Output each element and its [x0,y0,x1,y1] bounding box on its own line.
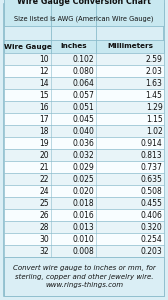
Text: 0.080: 0.080 [73,67,94,76]
Bar [4,149,164,161]
Text: 10: 10 [40,55,49,64]
Bar [4,40,164,53]
Text: 1.02: 1.02 [146,127,162,136]
Text: 26: 26 [40,211,49,220]
Bar [4,137,164,149]
Bar [4,65,164,77]
Text: 24: 24 [40,187,49,196]
Text: 2.03: 2.03 [146,67,162,76]
Text: 20: 20 [40,151,49,160]
Text: 0.045: 0.045 [73,115,94,124]
Text: 1.29: 1.29 [146,103,162,112]
Bar [4,53,164,65]
Text: 0.020: 0.020 [73,187,94,196]
Text: 0.455: 0.455 [141,199,162,208]
Text: 0.203: 0.203 [141,247,162,256]
Bar [4,173,164,185]
Text: Convert wire gauge to inches or mm, for
sterling, copper and other jewelry wire.: Convert wire gauge to inches or mm, for … [13,265,155,288]
Text: 17: 17 [40,115,49,124]
Text: 0.057: 0.057 [73,91,94,100]
Text: 14: 14 [40,79,49,88]
Bar [4,125,164,137]
Text: 0.051: 0.051 [73,103,94,112]
Text: 15: 15 [40,91,49,100]
Text: 0.102: 0.102 [73,55,94,64]
Text: 0.036: 0.036 [73,139,94,148]
Bar [4,101,164,113]
Text: 0.032: 0.032 [73,151,94,160]
Text: Size listed is AWG (American Wire Gauge): Size listed is AWG (American Wire Gauge) [14,16,154,22]
Text: 0.254: 0.254 [141,235,162,244]
Bar [4,161,164,173]
Bar [4,257,164,296]
Text: 25: 25 [40,199,49,208]
Text: 0.010: 0.010 [73,235,94,244]
Text: 0.016: 0.016 [73,211,94,220]
Text: 12: 12 [40,67,49,76]
Text: 18: 18 [40,127,49,136]
Text: 2.59: 2.59 [146,55,162,64]
Text: 22: 22 [40,175,49,184]
Text: 1.45: 1.45 [146,91,162,100]
Text: 0.025: 0.025 [73,175,94,184]
Bar [4,233,164,245]
Bar [4,185,164,197]
Bar [4,89,164,101]
Bar [4,221,164,233]
Text: 0.029: 0.029 [73,163,94,172]
Bar [4,77,164,89]
Text: 0.635: 0.635 [141,175,162,184]
Text: 0.040: 0.040 [73,127,94,136]
Bar [4,0,164,26]
Text: 28: 28 [40,223,49,232]
Text: Inches: Inches [60,44,87,50]
Text: 32: 32 [40,247,49,256]
Text: Wire Gauge: Wire Gauge [4,44,51,50]
Bar [4,245,164,257]
Text: 0.914: 0.914 [141,139,162,148]
Text: 0.008: 0.008 [73,247,94,256]
Text: 0.320: 0.320 [141,223,162,232]
Text: 0.406: 0.406 [141,211,162,220]
Text: 0.813: 0.813 [141,151,162,160]
Text: 16: 16 [40,103,49,112]
Text: 1.15: 1.15 [146,115,162,124]
Bar [4,197,164,209]
Text: 0.013: 0.013 [73,223,94,232]
Text: 1.63: 1.63 [146,79,162,88]
Text: 19: 19 [40,139,49,148]
Text: Wire Gauge Conversion Chart: Wire Gauge Conversion Chart [17,0,151,5]
Text: 0.737: 0.737 [141,163,162,172]
Text: 0.508: 0.508 [141,187,162,196]
Bar [4,113,164,125]
Text: 0.018: 0.018 [73,199,94,208]
Text: 21: 21 [40,163,49,172]
Bar [4,209,164,221]
Text: 0.064: 0.064 [73,79,94,88]
Text: Millimeters: Millimeters [107,44,153,50]
Text: 30: 30 [39,235,49,244]
